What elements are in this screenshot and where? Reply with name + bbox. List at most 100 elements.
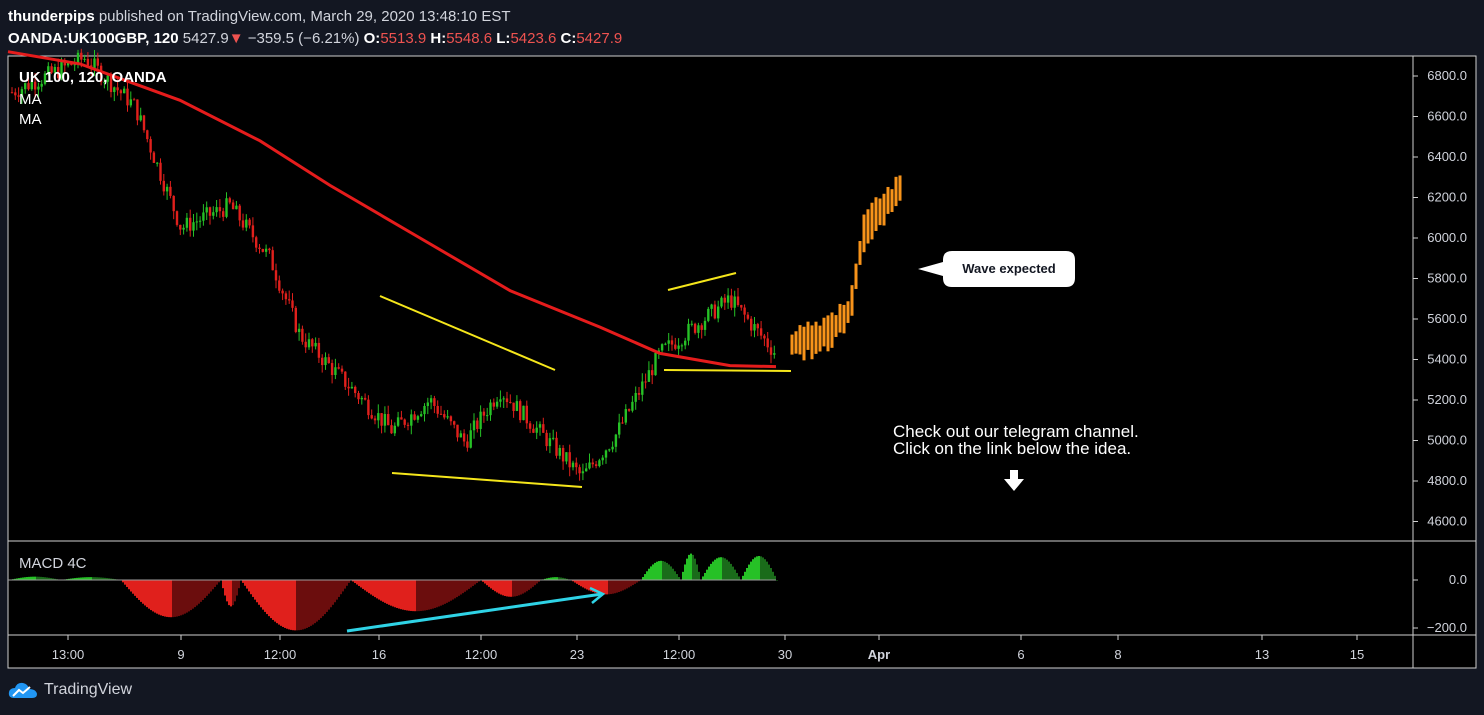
macd-bar (502, 580, 504, 596)
macd-bar (332, 580, 334, 605)
macd-bar (510, 580, 512, 597)
macd-bar (498, 580, 500, 594)
macd-bar (702, 576, 704, 580)
macd-bar (210, 580, 212, 592)
wedge-lower-line[interactable] (391, 472, 583, 488)
macd-bar (162, 580, 164, 617)
macd-bar (660, 560, 662, 580)
macd-bar (670, 566, 672, 580)
candle-body (433, 398, 436, 406)
candle-body (413, 414, 416, 420)
macd-bar (140, 580, 142, 602)
candle-body (624, 409, 627, 423)
macd-bar (696, 564, 698, 580)
macd-bar (728, 561, 730, 580)
macd-bar (692, 554, 694, 580)
projection-bar (822, 317, 826, 347)
macd-bar (636, 580, 638, 583)
candle-body (598, 460, 601, 467)
macd-bar (470, 580, 472, 588)
macd-bar (68, 578, 70, 580)
macd-bar (446, 580, 448, 603)
time-tick-label: 9 (177, 647, 184, 662)
candle-body (565, 452, 568, 462)
price-tick-label: 6200.0 (1427, 190, 1467, 205)
macd-divergence-line[interactable] (346, 592, 603, 633)
candle-body (416, 416, 420, 420)
macd-bar (452, 580, 454, 600)
flag-lower-line[interactable] (663, 369, 792, 372)
projection-bar (826, 315, 830, 352)
candle-body (311, 339, 314, 347)
macd-bar (466, 580, 468, 591)
macd-bar (88, 577, 90, 580)
projection-bar (874, 197, 878, 231)
wedge-upper-line[interactable] (379, 295, 556, 371)
macd-bar (316, 580, 318, 622)
macd-bar (520, 580, 522, 595)
macd-bar (616, 580, 618, 593)
time-tick-label: Apr (868, 647, 890, 662)
time-axis[interactable]: 13:00 9 12:00 16 12:00 23 12:00 30 Apr 6 8 13 15 (52, 635, 1365, 662)
macd-bar (468, 580, 470, 589)
projection-bar (834, 315, 838, 337)
candle-body (717, 306, 720, 319)
wave-expected-callout[interactable]: Wave expected (918, 251, 1075, 287)
macd-bar (102, 577, 104, 580)
macd-bar (682, 571, 684, 580)
macd-bar (726, 559, 728, 580)
macd-bar (266, 580, 268, 615)
macd-bar (200, 580, 202, 602)
macd-bar (414, 580, 416, 612)
macd-bar (776, 580, 778, 581)
candle-body (195, 221, 198, 223)
tradingview-logo[interactable]: TradingView (8, 681, 132, 699)
macd-bar (722, 557, 724, 580)
candle-body (354, 386, 357, 394)
macd-bar (582, 580, 584, 588)
macd-bar (166, 580, 168, 617)
macd-bar (474, 580, 476, 585)
candle-body (390, 425, 393, 434)
candle-body (179, 224, 182, 230)
candle-body (66, 62, 70, 66)
macd-bar (262, 580, 264, 610)
macd-bar (164, 580, 166, 617)
candle-body (350, 386, 354, 389)
flag-upper-line[interactable] (667, 272, 737, 291)
candle-body (20, 89, 24, 97)
macd-bar (112, 578, 114, 580)
projection-bar (794, 331, 798, 354)
candle-body (284, 293, 288, 300)
macd-bar (514, 580, 516, 597)
macd-bar (716, 558, 718, 580)
candle-body (753, 324, 756, 331)
candle-body (552, 437, 555, 439)
macd-bar (274, 580, 276, 622)
candle-body (693, 323, 697, 333)
candle-body (307, 339, 311, 348)
candle-body (581, 471, 585, 474)
macd-bar (38, 576, 40, 580)
macd-bar (678, 576, 680, 580)
macd-bar (16, 578, 18, 580)
candle-body (264, 248, 268, 252)
macd-bar (714, 559, 716, 580)
candle-body (14, 92, 17, 96)
macd-axis[interactable]: 0.0 −200.0 (1413, 572, 1467, 635)
macd-bar (464, 580, 466, 592)
author-name[interactable]: thunderpips (8, 8, 95, 25)
candle-body (383, 414, 387, 426)
macd-bar (706, 569, 708, 580)
candle-body (555, 437, 558, 456)
candle-body (396, 417, 400, 426)
candle-body (304, 341, 307, 348)
candle-body (327, 357, 330, 364)
macd-legend: MACD 4C (19, 555, 87, 572)
macd-bar (690, 553, 692, 580)
price-axis[interactable]: 6800.0 6600.0 6400.0 6200.0 6000.0 5800.0 5600… (1413, 68, 1467, 529)
candle-body (406, 424, 410, 426)
macd-bar (368, 580, 370, 594)
candle-body (202, 212, 205, 221)
